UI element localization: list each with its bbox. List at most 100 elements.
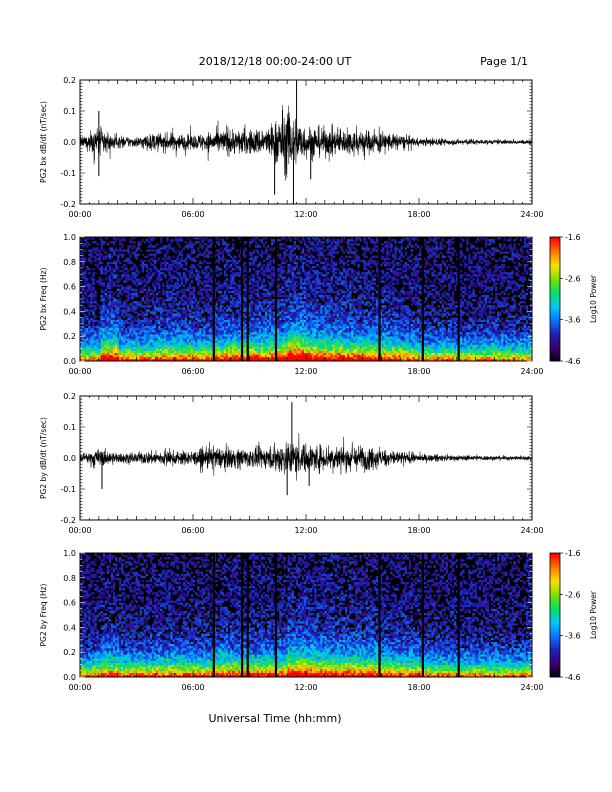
spectrogram-cell [310,344,312,346]
spectrogram-cell [111,338,113,340]
spectrogram-cell [109,291,111,293]
spectrogram-cell [224,264,226,266]
spectrogram-cell [172,293,174,295]
spectrogram-cell [175,299,177,301]
spectrogram-cell [292,260,294,262]
spectrogram-cell [177,344,179,346]
spectrogram-cell [94,351,96,353]
spectrogram-cell [189,295,191,297]
spectrogram-cell [236,305,238,307]
spectrogram-cell [292,313,294,315]
spectrogram-cell [101,297,103,299]
spectrogram-cell [92,334,94,336]
spectrogram-cell [230,320,232,322]
spectrogram-cell [285,338,287,340]
spectrogram-cell [162,328,164,330]
spectrogram-cell [220,347,222,349]
spectrogram-cell [312,351,314,353]
spectrogram-cell [142,338,144,340]
spectrogram-cell [257,293,259,295]
spectrogram-cell [135,254,137,256]
spectrogram-cell [197,355,199,357]
spectrogram-cell [107,355,109,357]
spectrogram-cell [251,264,253,266]
spectrogram-cell [218,260,220,262]
spectrogram-cell [304,351,306,353]
spectrogram-cell [170,318,172,320]
spectrogram-cell [115,239,117,241]
spectrogram-cell [226,316,228,318]
spectrogram-cell [277,291,279,293]
spectrogram-cell [152,297,154,299]
spectrogram-cell [281,243,283,245]
spectrogram-cell [216,301,218,303]
spectrogram-cell [92,336,94,338]
spectrogram-cell [209,324,211,326]
spectrogram-cell [121,320,123,322]
spectrogram-cell [185,353,187,355]
spectrogram-cell [209,318,211,320]
spectrogram-cell [96,303,98,305]
spectrogram-cell [133,320,135,322]
spectrogram-cell [164,338,166,340]
spectrogram-cell [255,289,257,291]
spectrogram-cell [300,256,302,258]
spectrogram-cell [164,299,166,301]
spectrogram-cell [172,355,174,357]
spectrogram-cell [133,280,135,282]
spectrogram-cell [189,303,191,305]
spectrogram-cell [279,349,281,351]
spectrogram-cell [267,276,269,278]
spectrogram-cell [162,330,164,332]
spectrogram-cell [218,287,220,289]
spectrogram-cell [269,355,271,357]
spectrogram-cell [88,332,90,334]
spectrogram-cell [201,272,203,274]
spectrogram-cell [220,258,222,260]
spectrogram-cell [269,320,271,322]
spectrogram-cell [203,285,205,287]
spectrogram-cell [177,334,179,336]
spectrogram-cell [105,324,107,326]
spectrogram-cell [125,299,127,301]
spectrogram-cell [251,239,253,241]
spectrogram-cell [92,295,94,297]
spectrogram-cell [224,258,226,260]
spectrogram-cell [308,303,310,305]
spectrogram-cell [261,241,263,243]
spectrogram-cell [146,293,148,295]
spectrogram-cell [216,324,218,326]
spectrogram-cell [292,254,294,256]
spectrogram-cell [150,245,152,247]
spectrogram-cell [279,347,281,349]
spectrogram-cell [230,318,232,320]
spectrogram-cell [224,344,226,346]
spectrogram-cell [142,328,144,330]
spectrogram-cell [133,293,135,295]
spectrogram-cell [205,355,207,357]
spectrogram-cell [261,287,263,289]
spectrogram-cell [107,309,109,311]
spectrogram-cell [183,295,185,297]
spectrogram-cell [133,274,135,276]
spectrogram-cell [265,299,267,301]
spectrogram-cell [269,270,271,272]
spectrogram-cell [131,338,133,340]
spectrogram-cell [162,247,164,249]
spectrogram-cell [306,309,308,311]
spectrogram-cell [261,307,263,309]
spectrogram-cell [209,330,211,332]
spectrogram-cell [279,320,281,322]
spectrogram-cell [183,340,185,342]
spectrogram-cell [203,322,205,324]
spectrogram-cell [150,239,152,241]
spectrogram-cell [218,338,220,340]
spectrogram-cell [226,355,228,357]
spectrogram-cell [201,338,203,340]
spectrogram-cell [207,295,209,297]
spectrogram-cell [140,322,142,324]
spectrogram-cell [175,351,177,353]
spectrogram-cell [164,309,166,311]
spectrogram-cell [172,313,174,315]
spectrogram-cell [209,316,211,318]
